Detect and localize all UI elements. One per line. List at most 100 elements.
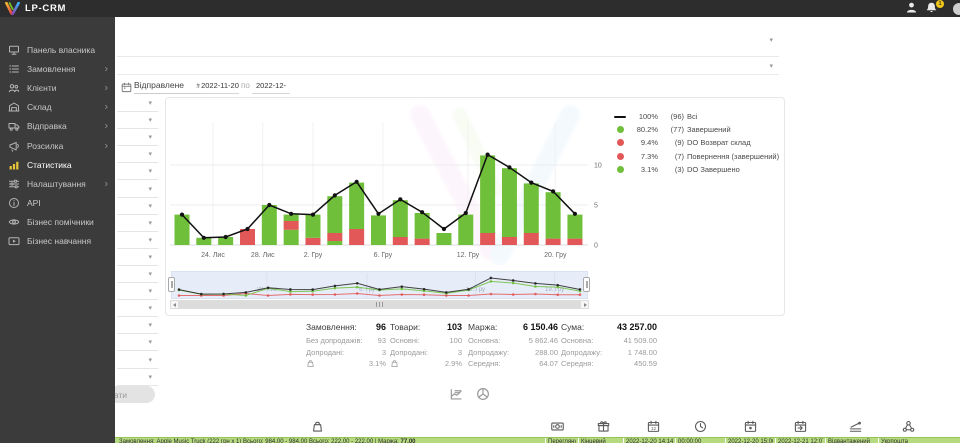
summary-title: Товари: 103	[390, 322, 462, 335]
summary-row: Середня: 450.59	[561, 358, 657, 370]
filter-select[interactable]	[117, 214, 158, 232]
column-clock-icon[interactable]	[694, 420, 707, 433]
filter-select[interactable]	[117, 180, 158, 198]
filter-select[interactable]	[117, 317, 158, 335]
filter-select[interactable]	[117, 129, 158, 147]
filter-multiselect-statuses[interactable]	[117, 24, 779, 57]
filter-select[interactable]	[117, 112, 158, 130]
sidebar-item-monitor[interactable]: Панель власника	[0, 40, 115, 59]
summary-row: Допродажу: 288.00	[468, 347, 558, 359]
legend-dot-swatch	[616, 126, 624, 134]
filter-select[interactable]	[117, 351, 158, 369]
sidebar-item-video[interactable]: Бізнес навчання	[0, 232, 115, 251]
sidebar-item-warehouse[interactable]: Склад	[0, 98, 115, 117]
legend-item[interactable]: 3.1% (3) DO Завершено	[612, 163, 784, 176]
navigator-left-handle[interactable]	[168, 277, 175, 292]
date-from-input[interactable]: 2022-11-20	[201, 78, 239, 94]
navigator-right-handle[interactable]	[583, 277, 590, 292]
filter-select[interactable]	[117, 248, 158, 266]
svg-text:0: 0	[594, 243, 598, 250]
date-to-input[interactable]: 2022-12-21	[252, 78, 290, 105]
column-gift-icon[interactable]	[597, 420, 610, 433]
filter-select[interactable]	[117, 146, 158, 164]
sidebar: Панель власника Замовлення Клієнти Склад Від…	[0, 17, 115, 443]
date-to-label: по	[241, 81, 250, 90]
summary-title-value: 6 150.46	[522, 322, 558, 332]
orders-status-chart: 0 5 10 24. Лис 28. Лис 2. Гру 6. Гру 12. Гру 20.…	[170, 122, 602, 259]
svg-text:12. Гру: 12. Гру	[457, 252, 480, 259]
sidebar-item-eye[interactable]: Бізнес помічники	[0, 213, 115, 232]
order-row-cell: Кінцевий	[581, 439, 606, 443]
svg-text:6. Гру: 6. Гру	[374, 252, 393, 259]
column-bag-icon[interactable]	[311, 420, 324, 433]
summary-row-value: 1 748.00	[627, 347, 657, 357]
filter-select[interactable]	[117, 231, 158, 249]
sidebar-item-orders[interactable]: Замовлення	[0, 59, 115, 78]
column-chart-level-icon[interactable]	[849, 420, 862, 433]
clients-icon	[8, 82, 20, 94]
sidebar-item-shipping[interactable]: Відправка	[0, 117, 115, 136]
filter-select[interactable]	[117, 163, 158, 181]
sidebar-item-label: Замовлення	[27, 63, 76, 74]
column-calendar-arrow-icon[interactable]	[794, 420, 807, 433]
sidebar-item-megaphone[interactable]: Розсилка	[0, 136, 115, 155]
summary-title: Сума: 43 257.00	[561, 322, 657, 335]
sidebar-item-clients[interactable]: Клієнти	[0, 78, 115, 97]
filter-select[interactable]	[117, 266, 158, 284]
summary-row-label: Без допродажів:	[306, 336, 363, 346]
sidebar-item-settings[interactable]: Налаштування	[0, 174, 115, 193]
legend-item[interactable]: 7.3% (7) Повернення (завершений)	[612, 150, 784, 163]
sidebar-item-stats[interactable]: Статистика	[0, 155, 115, 174]
filter-select[interactable]	[117, 368, 158, 386]
summary-row: Допродані: 3	[390, 347, 462, 359]
stats-icon	[8, 159, 20, 171]
svg-text:24. Лис: 24. Лис	[201, 252, 225, 259]
legend-count: (96)	[670, 112, 684, 122]
order-row[interactable]: Замовлення: Apple Music Truck (222 грн х…	[115, 437, 960, 443]
column-calendar-dot-icon[interactable]	[744, 420, 757, 433]
summary-title-label: Маржа:	[468, 322, 498, 332]
scroll-right-arrow-icon[interactable]	[583, 302, 587, 307]
svg-text:28. Лис: 28. Лис	[257, 287, 277, 293]
legend-item[interactable]: 100% (96) Всі	[612, 110, 784, 123]
chart-range-navigator[interactable]: 28. Лис 6. Гру 13. Гру 19. Гру	[171, 271, 588, 299]
summary-row-label: Основні:	[390, 336, 420, 346]
user-icon[interactable]	[905, 1, 920, 16]
pie-view-toggle-icon[interactable]	[476, 387, 490, 401]
filter-select[interactable]	[117, 197, 158, 215]
column-calendar-icon[interactable]: 12	[647, 420, 660, 433]
column-people-network-icon[interactable]	[902, 420, 915, 433]
filter-select[interactable]	[117, 283, 158, 301]
filter-multiselect-secondary[interactable]	[117, 57, 779, 75]
column-banknote-icon[interactable]	[551, 420, 564, 433]
scrollbar-thumb[interactable]	[178, 301, 581, 308]
summary-row: Основні: 100	[390, 335, 462, 347]
summary-row-label: Основна:	[468, 336, 501, 346]
list-view-toggle-icon[interactable]	[449, 387, 463, 401]
brand-logo[interactable]: LP-CRM	[5, 1, 66, 16]
summary-title-label: Замовлення:	[306, 322, 357, 332]
svg-text:20. Гру: 20. Гру	[544, 252, 567, 259]
chart-scrollbar[interactable]	[170, 300, 589, 309]
summary-row-value: 3	[381, 347, 386, 357]
date-type-dropdown[interactable]: Відправлене	[134, 78, 206, 94]
cell-separator	[545, 438, 546, 443]
partial-avatar-icon[interactable]	[953, 3, 960, 15]
video-icon	[8, 235, 20, 247]
scroll-left-arrow-icon[interactable]	[172, 302, 176, 307]
legend-item[interactable]: 80.2% (77) Завершений	[612, 123, 784, 136]
order-row-cell: 00:00:00	[678, 439, 702, 443]
legend-item[interactable]: 9.4% (9) DO Возврат склад	[612, 136, 784, 149]
filter-select[interactable]	[117, 300, 158, 318]
summary-row: Основна: 41 509.00	[561, 335, 657, 347]
summary-title-value: 103	[446, 322, 462, 332]
notifications-bell-icon[interactable]	[925, 1, 940, 16]
sidebar-item-info[interactable]: API	[0, 194, 115, 213]
filter-select[interactable]	[117, 95, 158, 113]
order-row-cell: Відвантажений	[828, 439, 870, 443]
legend-percent: 7.3%	[640, 151, 658, 161]
brand-text: LP-CRM	[25, 3, 67, 14]
filter-select[interactable]	[117, 334, 158, 352]
monitor-icon	[8, 44, 20, 56]
